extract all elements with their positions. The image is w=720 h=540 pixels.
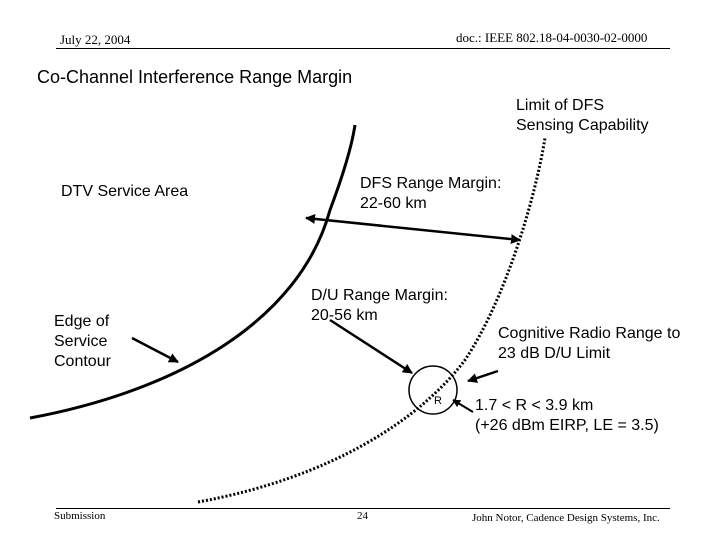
cr-range-label: Cognitive Radio Range to 23 dB D/U Limit bbox=[498, 325, 681, 362]
r-range-arrow bbox=[452, 399, 474, 413]
dtv-area-label: DTV Service Area bbox=[61, 183, 189, 200]
du-margin-arrow bbox=[329, 318, 413, 375]
header-rule bbox=[56, 48, 670, 49]
r-symbol: R bbox=[434, 395, 442, 407]
header-doc-id: doc.: IEEE 802.18-04-0030-02-0000 bbox=[456, 30, 648, 45]
r-range-label: 1.7 < R < 3.9 km (+26 dBm EIRP, LE = 3.5… bbox=[475, 397, 659, 434]
footer-rule bbox=[56, 508, 670, 509]
dfs-limit-curve bbox=[197, 137, 547, 504]
edge-contour-arrow bbox=[131, 336, 179, 364]
footer-submission: Submission bbox=[54, 510, 106, 522]
footer-author: John Notor, Cadence Design Systems, Inc. bbox=[472, 512, 660, 524]
edge-contour-label: Edge of Service Contour bbox=[54, 313, 111, 370]
footer-page-number: 24 bbox=[357, 510, 368, 522]
dfs-limit-label: Limit of DFS Sensing Capability bbox=[516, 97, 649, 134]
dfs-margin-label: DFS Range Margin: 22-60 km bbox=[360, 175, 502, 212]
dfs-margin-arrow bbox=[305, 213, 521, 245]
header-date: July 22, 2004 bbox=[60, 32, 131, 47]
slide-title: Co-Channel Interference Range Margin bbox=[37, 67, 353, 87]
du-margin-label: D/U Range Margin: 20-56 km bbox=[311, 287, 448, 324]
service-contour-curve bbox=[29, 124, 357, 420]
cr-range-circle bbox=[408, 365, 458, 415]
cr-range-arrow bbox=[467, 369, 499, 383]
